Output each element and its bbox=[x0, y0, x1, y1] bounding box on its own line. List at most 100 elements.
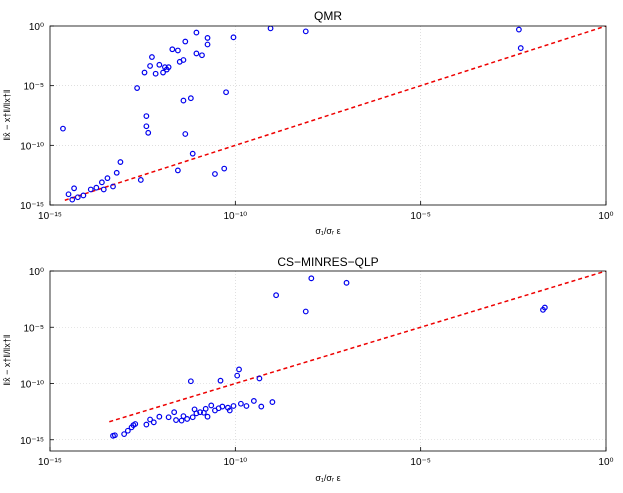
qmr-axes-box bbox=[49, 25, 607, 206]
csminres-x-tick-label: 10⁰ bbox=[598, 457, 613, 468]
csminres-data-point bbox=[184, 416, 191, 422]
qmr-data-point bbox=[149, 54, 155, 60]
csminres-data-point bbox=[202, 405, 209, 412]
qmr-data-point bbox=[156, 61, 163, 68]
csminres-axes-box bbox=[49, 270, 607, 452]
csminres-data-point bbox=[243, 403, 250, 409]
qmr-data-point bbox=[204, 41, 211, 48]
qmr-data-point bbox=[204, 35, 211, 41]
qmr-data-point bbox=[110, 183, 116, 190]
qmr-x-tick-label: 10⁻¹⁵ bbox=[38, 211, 62, 222]
qmr-data-point bbox=[221, 165, 228, 172]
csminres-y-tick-label: 10⁻¹⁰ bbox=[20, 380, 44, 391]
csminres-x-axis-label: σ₁/σᵣ ε bbox=[315, 473, 340, 483]
qmr-data-point bbox=[147, 63, 153, 69]
qmr-data-point bbox=[145, 129, 152, 136]
csminres-chart-title: CS−MINRES−QLP bbox=[277, 255, 378, 269]
qmr-data-point bbox=[80, 192, 87, 199]
qmr-data-point bbox=[141, 69, 148, 76]
qmr-data-point bbox=[193, 29, 200, 36]
qmr-data-point bbox=[74, 194, 81, 201]
qmr-data-point bbox=[71, 185, 77, 192]
qmr-panel: QMR 10⁻¹⁵ 10⁻¹⁰ 10⁻⁵ 10⁰ 10⁻¹⁵ 10⁻¹⁰ 10⁻⁵ 10⁰ σ… bbox=[2, 9, 614, 236]
qmr-data-point bbox=[182, 131, 189, 137]
qmr-points bbox=[60, 26, 524, 203]
qmr-data-point bbox=[189, 150, 196, 157]
qmr-x-axis-label: σ₁/σᵣ ε bbox=[315, 226, 340, 236]
csminres-data-point bbox=[187, 378, 194, 385]
csminres-data-point bbox=[132, 421, 139, 427]
csminres-data-point bbox=[204, 413, 211, 420]
csminres-reference-line bbox=[109, 271, 606, 423]
csminres-points bbox=[110, 275, 548, 439]
qmr-data-point bbox=[104, 175, 111, 182]
qmr-data-point bbox=[87, 186, 94, 193]
qmr-data-point bbox=[65, 191, 72, 198]
qmr-data-point bbox=[223, 89, 229, 96]
csminres-y-tick-label: 10⁻⁵ bbox=[23, 323, 44, 334]
csminres-x-tick-label: 10⁻¹⁰ bbox=[223, 457, 247, 468]
csminres-data-point bbox=[173, 417, 179, 423]
csminres-data-point bbox=[256, 375, 263, 382]
csminres-data-point bbox=[230, 403, 237, 409]
qmr-x-tick-label: 10⁻⁵ bbox=[410, 211, 431, 222]
csminres-data-point bbox=[541, 304, 548, 311]
qmr-data-point bbox=[143, 113, 150, 119]
qmr-data-point bbox=[187, 95, 194, 102]
csminres-x-tick-label: 10⁻¹⁵ bbox=[38, 457, 62, 468]
qmr-data-point bbox=[199, 52, 205, 59]
qmr-y-tick-label: 10⁻¹⁵ bbox=[20, 201, 44, 212]
qmr-data-point bbox=[515, 26, 522, 33]
csminres-data-point bbox=[171, 409, 178, 416]
qmr-data-point bbox=[98, 179, 105, 186]
csminres-data-point bbox=[343, 279, 350, 286]
qmr-data-point bbox=[212, 171, 218, 177]
csminres-data-point bbox=[165, 414, 172, 421]
qmr-data-point bbox=[193, 50, 200, 57]
qmr-x-tick-label: 10⁻¹⁰ bbox=[223, 211, 247, 222]
qmr-data-point bbox=[134, 85, 141, 91]
qmr-data-point bbox=[137, 177, 144, 183]
csminres-data-point bbox=[147, 416, 153, 423]
csminres-data-point bbox=[236, 366, 242, 373]
qmr-y-tick-label: 10⁻¹⁰ bbox=[20, 141, 44, 152]
csminres-y-axis-label: ‖x̂ − x†‖/‖x†‖ bbox=[2, 334, 12, 385]
csminres-y-tick-label: 10⁰ bbox=[29, 267, 44, 278]
qmr-y-tick-label: 10⁻⁵ bbox=[23, 82, 44, 93]
csminres-data-point bbox=[302, 308, 309, 315]
csminres-data-point bbox=[219, 403, 226, 410]
qmr-data-point bbox=[182, 38, 189, 45]
qmr-data-point bbox=[169, 46, 176, 53]
csminres-data-point bbox=[273, 292, 280, 299]
csminres-data-point bbox=[308, 275, 315, 282]
qmr-data-point bbox=[267, 26, 274, 32]
qmr-data-point bbox=[117, 159, 124, 165]
csminres-data-point bbox=[111, 432, 118, 439]
qmr-data-point bbox=[302, 28, 309, 35]
csminres-data-point bbox=[208, 402, 215, 409]
qmr-data-point bbox=[174, 167, 181, 174]
csminres-data-point bbox=[197, 409, 204, 416]
csminres-data-point bbox=[189, 414, 196, 421]
csminres-data-point bbox=[121, 431, 128, 438]
csminres-data-point bbox=[156, 413, 163, 420]
csminres-data-point bbox=[226, 407, 233, 414]
csminres-data-point bbox=[237, 400, 244, 407]
qmr-y-tick-label: 10⁰ bbox=[29, 22, 44, 33]
qmr-x-tick-label: 10⁰ bbox=[598, 211, 613, 222]
csminres-ticks: 10⁻¹⁵ 10⁻¹⁰ 10⁻⁵ 10⁰ 10⁻¹⁵ 10⁻¹⁰ 10⁻⁵ 10⁰ bbox=[20, 267, 613, 468]
csminres-panel: CS−MINRES−QLP 10⁻¹⁵ 10⁻¹⁰ 10⁻⁵ 10⁰10⁻¹⁵10⁻¹… bbox=[2, 255, 614, 483]
qmr-chart-title: QMR bbox=[314, 9, 342, 23]
qmr-data-point bbox=[100, 186, 107, 193]
qmr-data-point bbox=[174, 47, 181, 54]
csminres-data-point bbox=[217, 377, 224, 384]
csminres-data-point bbox=[150, 419, 157, 426]
qmr-data-point bbox=[165, 64, 172, 71]
csminres-data-point bbox=[234, 372, 241, 379]
csminres-data-point bbox=[178, 417, 185, 424]
qmr-y-axis-label: ‖x̂ − x†‖/‖x†‖ bbox=[2, 89, 12, 140]
qmr-data-point bbox=[180, 97, 187, 104]
qmr-data-point bbox=[517, 45, 524, 51]
csminres-data-point bbox=[250, 398, 257, 404]
